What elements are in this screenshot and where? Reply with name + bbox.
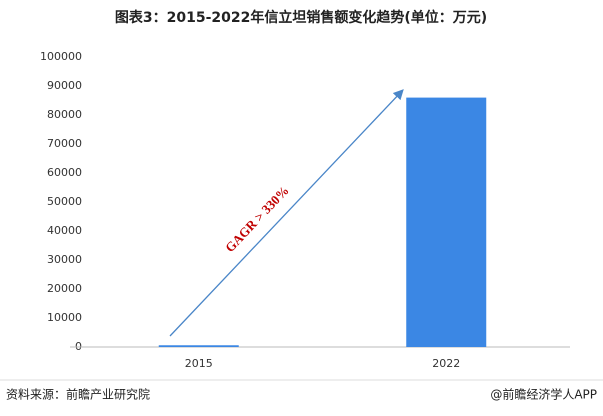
y-tick-label: 80000	[47, 108, 82, 121]
bar	[158, 345, 239, 347]
chart-title: 图表3：2015-2022年信立坦销售额变化趋势(单位：万元)	[115, 9, 487, 26]
y-tick-label: 20000	[47, 282, 82, 295]
y-tick-label: 10000	[47, 311, 82, 324]
y-tick-label: 100000	[40, 50, 82, 63]
brand: @前瞻经济学人APP	[490, 387, 597, 402]
y-tick-label: 40000	[47, 224, 82, 237]
source: 资料来源：前瞻产业研究院	[6, 387, 150, 402]
y-tick-label: 70000	[47, 137, 82, 150]
y-tick-label: 50000	[47, 195, 82, 208]
growth-arrow	[169, 89, 404, 337]
bar	[406, 97, 487, 347]
y-tick-label: 60000	[47, 166, 82, 179]
x-tick-label: 2022	[432, 357, 460, 370]
y-tick-label: 30000	[47, 253, 82, 266]
y-tick-label: 90000	[47, 79, 82, 92]
x-tick-label: 2015	[185, 357, 213, 370]
